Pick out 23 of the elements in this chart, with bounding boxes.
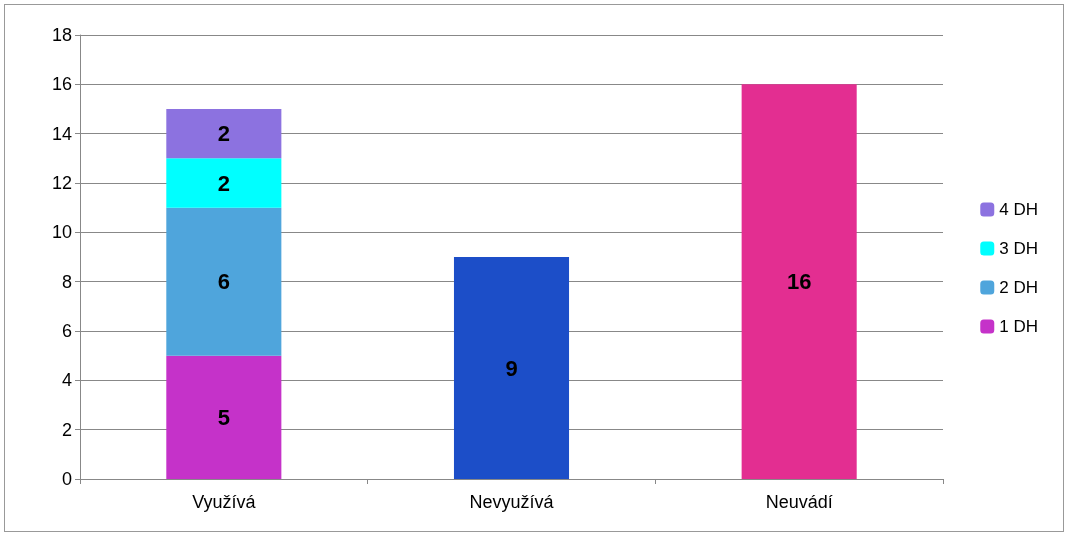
x-tick-label: Nevyužívá — [469, 492, 555, 512]
data-label: 2 — [217, 170, 230, 196]
legend-label: 1 DH — [999, 317, 1038, 336]
data-label: 6 — [217, 269, 230, 295]
y-tick-label: 0 — [61, 469, 72, 489]
data-label: 9 — [505, 355, 518, 381]
data-label: 2 — [217, 121, 230, 147]
x-tick-label: Neuvádí — [765, 492, 833, 512]
legend-label: 4 DH — [999, 200, 1038, 219]
y-tick-label: 2 — [61, 419, 72, 440]
y-tick-label: 14 — [51, 123, 72, 144]
y-tick-label: 6 — [61, 321, 72, 341]
y-tick-label: 8 — [61, 271, 72, 292]
legend-label: 3 DH — [999, 239, 1038, 258]
y-tick-label: 10 — [51, 222, 72, 243]
data-label: 16 — [786, 269, 812, 295]
x-tick-label: Využívá — [192, 492, 257, 512]
y-tick-label: 18 — [51, 25, 72, 45]
data-label: 5 — [217, 404, 230, 430]
y-tick-label: 12 — [51, 173, 72, 193]
y-tick-label: 16 — [51, 74, 72, 95]
y-tick-label: 4 — [61, 370, 72, 391]
legend-label: 2 DH — [999, 278, 1038, 297]
